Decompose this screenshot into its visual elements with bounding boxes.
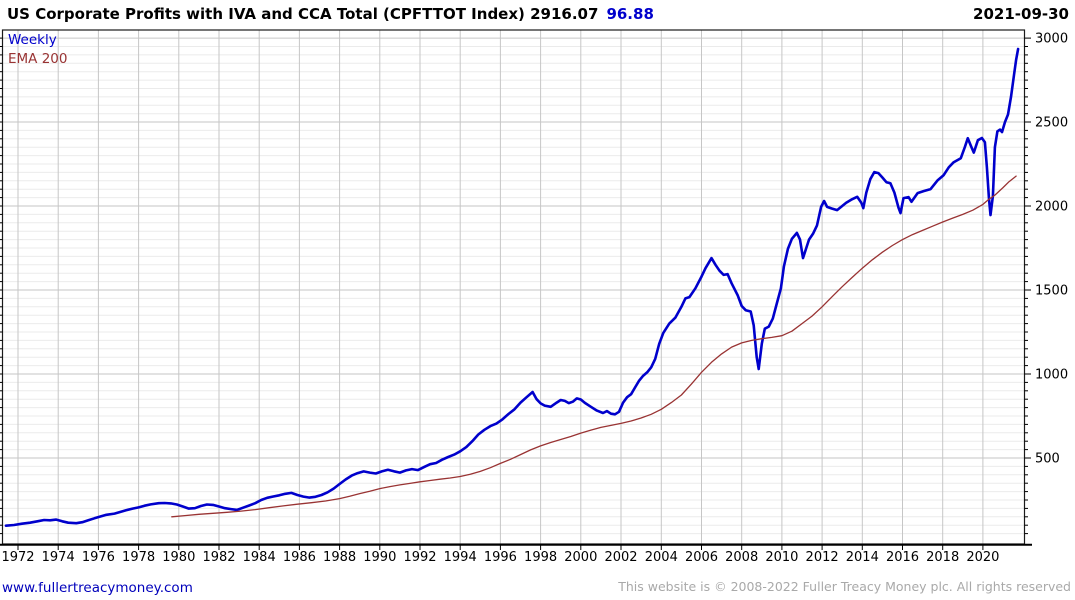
- x-axis-tick-label: 1988: [323, 550, 356, 565]
- y-axis-tick-label: 3000: [1035, 32, 1068, 47]
- x-axis-tick-label: 2010: [765, 550, 798, 565]
- x-axis-tick-label: 1976: [82, 550, 115, 565]
- x-axis-tick-label: 1986: [283, 550, 316, 565]
- x-axis-tick-label: 1980: [162, 550, 195, 565]
- x-axis-tick-label: 2020: [966, 550, 999, 565]
- chart-title: US Corporate Profits with IVA and CCA To…: [7, 5, 654, 23]
- x-axis-labels: 1972 1974 1976 1978 1980 1982 1984 1986 1988 1990…: [1, 550, 999, 565]
- y-axis-tick-label: 2000: [1035, 200, 1068, 215]
- y-axis-tick-label: 1500: [1035, 284, 1068, 299]
- x-axis-tick-label: 1998: [524, 550, 557, 565]
- axis-ticks: [0, 37, 1031, 550]
- x-axis-tick-label: 1972: [1, 550, 34, 565]
- x-axis-tick-label: 2014: [846, 550, 879, 565]
- x-axis-tick-label: 2008: [725, 550, 758, 565]
- gridlines-major: [2, 30, 1025, 544]
- x-axis-tick-label: 1974: [42, 550, 75, 565]
- x-axis-tick-label: 1984: [243, 550, 276, 565]
- footer-site-link[interactable]: www.fullertreacymoney.com: [2, 580, 193, 596]
- x-axis-tick-label: 2006: [685, 550, 718, 565]
- gridlines-minor: [2, 46, 1025, 535]
- x-axis-tick-label: 1982: [202, 550, 235, 565]
- y-axis-tick-label: 2500: [1035, 116, 1068, 131]
- chart-title-change-value: 96.88: [606, 5, 653, 23]
- y-axis-tick-label: 1000: [1035, 368, 1068, 383]
- x-axis-tick-label: 2004: [645, 550, 678, 565]
- chart-date-label: 2021-09-30: [973, 5, 1069, 23]
- x-axis-tick-label: 1996: [484, 550, 517, 565]
- footer-copyright-text: This website is © 2008-2022 Fuller Treac…: [617, 579, 1071, 594]
- chart-series: [4, 47, 1020, 528]
- x-axis-tick-label: 2016: [886, 550, 919, 565]
- chart-title-main: US Corporate Profits with IVA and CCA To…: [7, 5, 598, 23]
- x-axis-tick-label: 1990: [363, 550, 396, 565]
- x-axis-tick-label: 1994: [444, 550, 477, 565]
- plot-border: [0, 29, 1032, 546]
- x-axis-tick-label: 2012: [806, 550, 839, 565]
- x-axis-tick-label: 1978: [122, 550, 155, 565]
- series-line-ema-200: [171, 175, 1017, 518]
- x-axis-tick-label: 2018: [926, 550, 959, 565]
- x-axis-tick-label: 2002: [604, 550, 637, 565]
- x-axis-tick-label: 2000: [564, 550, 597, 565]
- y-axis-labels: 500 1000 1500 2000 2500 3000: [1035, 32, 1068, 467]
- series-line-weekly: [4, 47, 1020, 528]
- y-axis-tick-label: 500: [1035, 452, 1060, 467]
- legend-weekly-label: Weekly: [8, 32, 57, 48]
- legend-ema200-label: EMA 200: [8, 51, 67, 67]
- x-axis-tick-label: 1992: [403, 550, 436, 565]
